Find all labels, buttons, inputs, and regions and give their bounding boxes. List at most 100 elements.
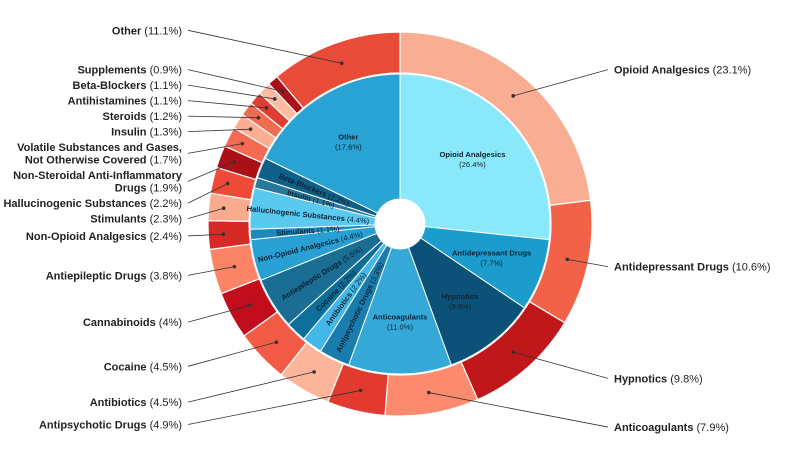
inner-label-opioid-analgesics: Opioid Analgesics (26.4%) — [439, 150, 505, 169]
outer-label-pct-steroids: (1.2%) — [147, 111, 182, 123]
inner-label-stimulants: Stimulants (1.1%) — [276, 224, 340, 237]
inner-label-pct-antidepressant-drugs: (7.7%) — [480, 258, 503, 267]
leader-dot-antibiotics — [312, 370, 316, 374]
outer-label-name-steroids: Steroids — [103, 111, 147, 123]
leader-line-non-opioid-analgesics — [187, 233, 224, 237]
leader-line-non-steroidal-anti-inflammatory-drugs — [187, 161, 235, 182]
outer-label-pct-opioid-analgesics: (23.1%) — [710, 65, 752, 77]
outer-label-name-volatile-substances-and-gases-not-otherwise-covered: Not Otherwise Covered — [25, 154, 147, 166]
outer-label-name-other: Other — [112, 25, 142, 37]
outer-label-pct-cannabinoids: (4%) — [156, 317, 182, 329]
outer-label-pct-anticoagulants: (7.9%) — [693, 422, 728, 434]
leader-line-antipsychotic-drugs — [187, 390, 361, 425]
leader-dot-antidepressant-drugs — [565, 257, 570, 262]
inner-label-pct-hypnotics: (9.9%) — [449, 302, 472, 311]
outer-label-pct-antipsychotic-drugs: (4.9%) — [147, 419, 182, 431]
outer-label-pct-non-steroidal-anti-inflammatory-drugs: (1.9%) — [147, 182, 182, 194]
leader-dot-hallucinogenic-substances — [225, 181, 230, 186]
outer-label-pct-volatile-substances-and-gases-not-otherwise-covered: (1.7%) — [147, 154, 182, 166]
leader-line-supplements — [187, 69, 283, 92]
leader-line-stimulants — [187, 207, 224, 219]
outer-label-non-opioid-analgesics: Non-Opioid Analgesics (2.4%) — [26, 231, 182, 243]
leader-line-anticoagulants — [428, 392, 609, 428]
inner-label-name-other: Other — [338, 132, 358, 141]
leader-line-cocaine — [187, 341, 277, 367]
outer-label-line-non-steroidal-anti-inflammatory-drugs: Non-Steroidal Anti-Inflammatory — [13, 170, 183, 182]
leader-dot-antihistamines — [264, 106, 269, 110]
inner-label-name-anticoagulants: Anticoagulants — [373, 313, 428, 322]
outer-label-name-cannabinoids: Cannabinoids — [83, 317, 156, 329]
leader-line-other — [187, 29, 342, 64]
outer-label-name-supplements: Supplements — [77, 65, 146, 77]
outer-label-volatile-substances-and-gases-not-otherwise-covered: Volatile Substances and Gases, Not Otherw… — [17, 142, 182, 167]
inner-ring — [249, 73, 551, 375]
leader-dot-insulin — [248, 127, 253, 131]
outer-label-name-antihistamines: Antihistamines — [68, 96, 147, 108]
outer-label-cocaine: Cocaine (4.5%) — [104, 361, 182, 373]
leader-dot-opioid-analgesics — [511, 94, 516, 98]
donut-hole — [375, 199, 425, 249]
inner-label-name-hypnotics: Hypnotics — [442, 292, 479, 301]
outer-label-other: Other (11.1%) — [112, 25, 182, 37]
outer-label-antiepileptic-drugs: Antiepileptic Drugs (3.8%) — [46, 270, 182, 282]
outer-slice-other — [276, 31, 401, 109]
leader-dot-cocaine — [274, 340, 279, 344]
outer-slice-non-opioid-analgesics — [207, 220, 252, 251]
leader-line-cannabinoids — [187, 305, 250, 323]
inner-label-name-antidepressant-drugs: Antidepressant Drugs — [452, 248, 531, 257]
leader-lines — [187, 29, 609, 428]
outer-label-antibiotics: Antibiotics (4.5%) — [90, 397, 182, 409]
outer-label-steroids: Steroids (1.2%) — [103, 111, 182, 123]
outer-label-pct-supplements: (0.9%) — [147, 65, 182, 77]
leader-dot-cannabinoids — [247, 303, 252, 308]
inner-label-pct-hallucinogenic-substances: (4.4%) — [344, 214, 370, 226]
leader-line-hypnotics — [513, 351, 609, 379]
leader-line-insulin — [187, 128, 251, 133]
leader-dot-anticoagulants — [426, 390, 431, 395]
outer-label-name-non-opioid-analgesics: Non-Opioid Analgesics — [26, 231, 147, 243]
leader-line-volatile-substances-and-gases-not-otherwise-covered — [187, 143, 243, 154]
inner-label-hypnotics: Hypnotics (9.9%) — [442, 292, 479, 311]
outer-label-name-hallucinogenic-substances: Hallucinogenic Substances — [3, 198, 146, 210]
outer-label-pct-beta-blockers: (1.1%) — [147, 80, 182, 92]
leader-line-opioid-analgesics — [513, 69, 609, 97]
outer-label-pct-insulin: (1.3%) — [147, 127, 182, 139]
inner-label-name-opioid-analgesics: Opioid Analgesics — [439, 150, 505, 159]
inner-label-name-stimulants: Stimulants — [276, 226, 315, 238]
outer-label-name-volatile-substances-and-gases-not-otherwise-covered: Volatile Substances and Gases, — [17, 142, 182, 154]
leader-dot-other — [339, 61, 344, 66]
outer-labels: Opioid Analgesics (23.1%) Antidepressant … — [3, 25, 770, 434]
leader-dot-antipsychotic-drugs — [358, 388, 363, 393]
inner-label-pct-opioid-analgesics: (26.4%) — [459, 160, 486, 169]
outer-label-cannabinoids: Cannabinoids (4%) — [83, 317, 182, 329]
outer-label-name-non-steroidal-anti-inflammatory-drugs: Non-Steroidal Anti-Inflammatory — [13, 170, 183, 182]
inner-label-anticoagulants: Anticoagulants (11.0%) — [373, 313, 428, 332]
outer-label-hypnotics: Hypnotics (9.8%) — [614, 373, 703, 385]
leader-dot-beta-blockers — [272, 97, 277, 101]
leader-dot-antiepileptic-drugs — [232, 264, 237, 269]
outer-label-pct-antihistamines: (1.1%) — [147, 96, 182, 108]
outer-label-non-steroidal-anti-inflammatory-drugs: Non-Steroidal Anti-Inflammatory Drugs (1.… — [13, 170, 183, 195]
inner-label-pct-stimulants: (1.1%) — [315, 224, 341, 235]
outer-label-line-non-steroidal-anti-inflammatory-drugs: Drugs (1.9%) — [115, 182, 182, 194]
leader-line-antiepileptic-drugs — [187, 266, 235, 276]
outer-label-pct-stimulants: (2.3%) — [147, 214, 182, 226]
outer-label-pct-cocaine: (4.5%) — [147, 361, 182, 373]
leader-line-antidepressant-drugs — [567, 258, 609, 267]
outer-label-antipsychotic-drugs: Antipsychotic Drugs (4.9%) — [39, 419, 182, 431]
outer-label-name-anticoagulants: Anticoagulants — [614, 422, 693, 434]
leader-dot-non-opioid-analgesics — [221, 232, 226, 237]
inner-label-pct-other: (17.6%) — [335, 142, 362, 151]
outer-label-name-antiepileptic-drugs: Antiepileptic Drugs — [46, 270, 147, 282]
outer-label-name-non-steroidal-anti-inflammatory-drugs: Drugs — [115, 182, 147, 194]
inner-label-other: Other (17.6%) — [335, 132, 362, 151]
leader-dot-hypnotics — [511, 350, 516, 354]
outer-label-stimulants: Stimulants (2.3%) — [90, 214, 182, 226]
outer-label-antihistamines: Antihistamines (1.1%) — [68, 96, 182, 108]
leader-line-antibiotics — [187, 371, 315, 403]
leader-line-steroids — [187, 115, 259, 119]
leader-dot-supplements — [281, 89, 285, 94]
outer-label-opioid-analgesics: Opioid Analgesics (23.1%) — [614, 65, 751, 77]
leader-dot-steroids — [256, 115, 261, 120]
